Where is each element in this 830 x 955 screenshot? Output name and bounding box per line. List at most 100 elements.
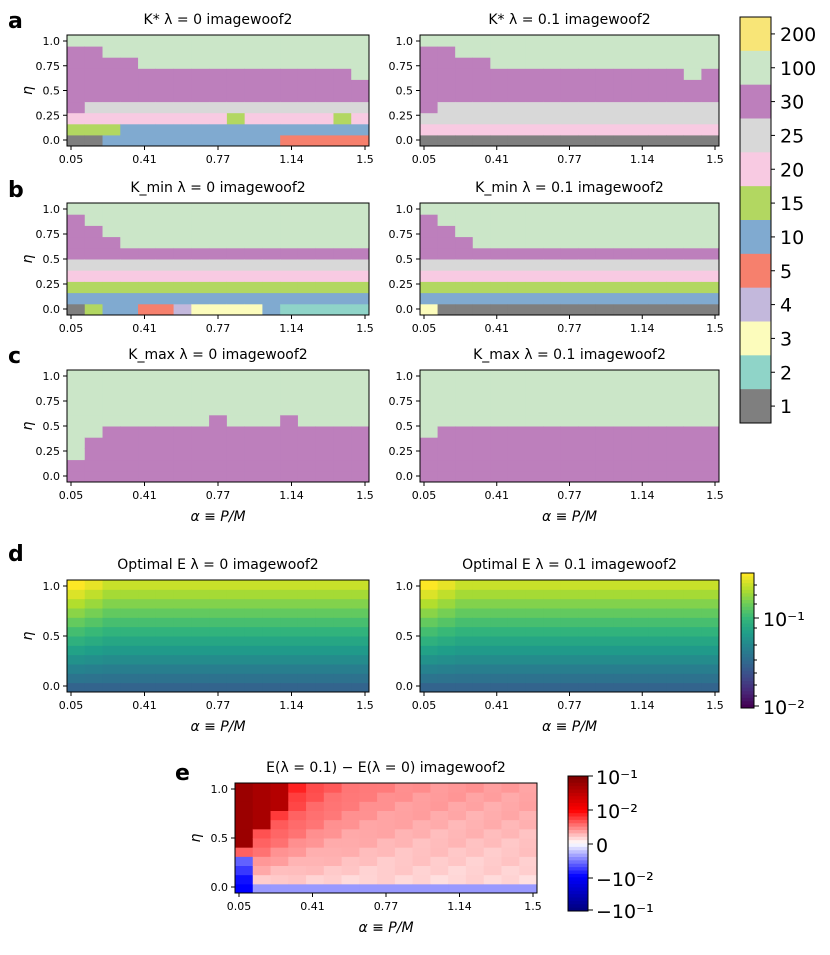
heatmap-cell: [315, 68, 334, 80]
heatmap-cell: [244, 270, 263, 282]
colorbar-swatch: [740, 253, 771, 289]
heatmap-cell: [270, 883, 289, 894]
heatmap-cell: [543, 46, 562, 58]
colorbar-swatch: [740, 84, 771, 119]
heatmap-cell: [297, 46, 317, 58]
colorbar-label: −10⁻²: [596, 869, 654, 891]
heatmap-cell: [455, 589, 474, 600]
heatmap-cell: [67, 598, 86, 609]
heatmap-cell: [226, 112, 246, 125]
heatmap-cell: [412, 810, 431, 821]
heatmap-cell: [333, 381, 352, 393]
panel-title-a-1: K* λ = 0.1 imagewoof2: [488, 12, 650, 28]
colorbar-gradient-step: [568, 843, 588, 848]
y-tick-label: 0.5: [43, 253, 61, 266]
heatmap-cell: [226, 654, 246, 665]
heatmap-cell: [226, 281, 246, 294]
heatmap-cell: [490, 682, 509, 693]
heatmap-cell: [525, 673, 544, 684]
heatmap-cell: [209, 682, 228, 693]
colorbar-gradient-step: [741, 660, 754, 665]
heatmap-cell: [543, 608, 562, 618]
heatmap-cell: [226, 626, 246, 637]
heatmap-cell: [455, 617, 474, 628]
heatmap-cell: [359, 819, 378, 830]
heatmap-cell: [519, 792, 538, 802]
heatmap-cell: [683, 303, 702, 316]
heatmap-cell: [666, 203, 685, 215]
heatmap-cell: [84, 459, 104, 472]
heatmap-cell: [297, 134, 317, 147]
heatmap-cell: [315, 259, 334, 271]
heatmap-cell: [280, 236, 299, 249]
heatmap-cell: [525, 580, 544, 590]
heatmap-cell: [613, 214, 632, 226]
heatmap-cell: [613, 68, 632, 80]
heatmap-cell: [155, 470, 175, 483]
heatmap-cell: [525, 414, 544, 427]
heatmap-cell: [490, 608, 509, 618]
heatmap-cell: [262, 101, 281, 114]
heatmap-cell: [560, 654, 579, 665]
colorbar-gradient-step: [568, 846, 588, 851]
heatmap-cell: [595, 589, 614, 600]
colorbar-frame: [740, 572, 755, 709]
heatmap-cell: [315, 292, 334, 305]
heatmap-cell: [613, 626, 632, 637]
y-tick-label: 1.0: [43, 580, 61, 593]
heatmap-cell: [315, 414, 334, 427]
heatmap-cell: [455, 236, 474, 249]
heatmap-cell: [631, 225, 650, 238]
heatmap-cell: [578, 123, 597, 136]
heatmap-cell: [173, 598, 192, 609]
heatmap-cell: [288, 883, 307, 894]
heatmap-cell: [262, 35, 281, 47]
heatmap-cell: [472, 437, 491, 449]
heatmap-cell: [209, 247, 228, 260]
heatmap-cell: [244, 626, 263, 637]
heatmap-cell: [631, 626, 650, 637]
heatmap-cell: [519, 819, 538, 830]
heatmap-cell: [315, 392, 334, 405]
colorbar-gradient-step: [568, 907, 588, 912]
heatmap-cell: [244, 123, 263, 136]
heatmap-cell: [191, 470, 210, 483]
heatmap-cell: [613, 90, 632, 103]
heatmap-cell: [173, 381, 192, 393]
heatmap-cell: [595, 35, 614, 47]
heatmap-cell: [226, 589, 246, 600]
heatmap-cell: [315, 134, 334, 147]
heatmap-cell: [280, 79, 299, 91]
heatmap-cell: [244, 79, 263, 91]
colorbar-gradient-step: [741, 684, 754, 689]
heatmap-cell: [191, 57, 210, 69]
heatmap-cell: [315, 46, 334, 58]
y-axis-label: η: [20, 421, 36, 430]
heatmap-cell: [84, 281, 104, 294]
y-tick-label: 0.5: [396, 420, 414, 433]
heatmap-cell: [613, 608, 632, 618]
colorbar-swatch: [740, 152, 771, 187]
heatmap-cell: [341, 792, 360, 802]
heatmap-cell: [262, 203, 281, 215]
heatmap-cell: [613, 392, 632, 405]
heatmap-cell: [490, 281, 509, 294]
heatmap-cell: [483, 847, 502, 857]
heatmap-cell: [244, 381, 263, 393]
heatmap-cell: [252, 838, 272, 848]
heatmap-cell: [84, 437, 104, 449]
heatmap-cell: [191, 664, 210, 674]
heatmap-cell: [173, 123, 192, 136]
heatmap-cell: [252, 801, 272, 811]
colorbar-gradient-step: [741, 647, 754, 652]
heatmap-cell: [595, 392, 614, 405]
heatmap-cell: [315, 112, 334, 125]
heatmap-cell: [394, 801, 414, 811]
heatmap-cell: [270, 847, 289, 857]
heatmap-cell: [262, 281, 281, 294]
y-tick-label: 0.75: [36, 395, 61, 408]
heatmap-cell: [501, 792, 520, 802]
heatmap-cell: [67, 654, 86, 665]
heatmap-cell: [465, 883, 485, 894]
